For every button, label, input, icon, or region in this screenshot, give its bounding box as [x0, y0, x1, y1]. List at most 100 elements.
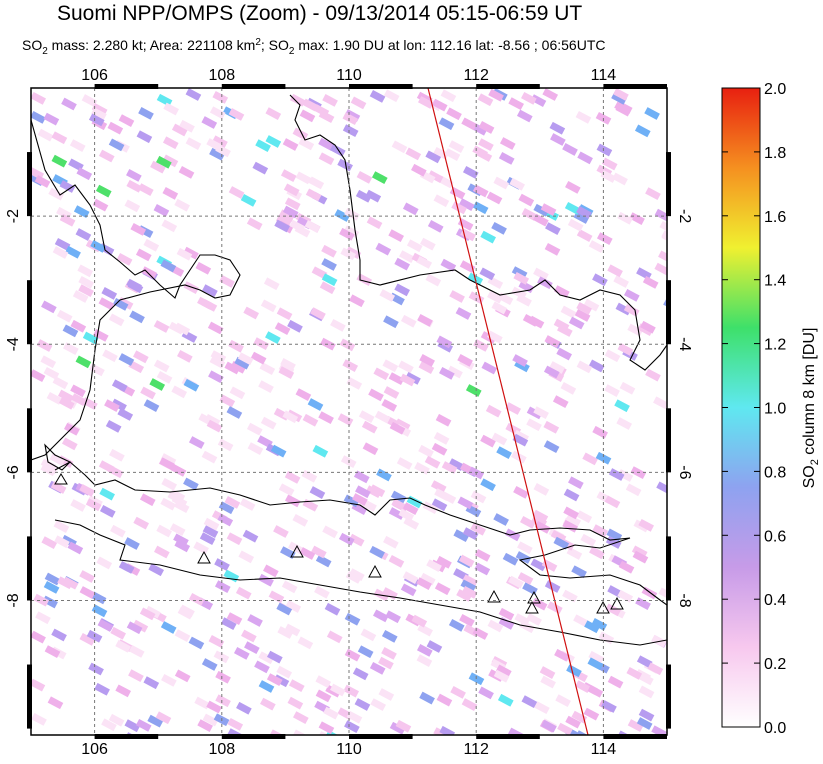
retrieval-pixel — [382, 359, 399, 373]
retrieval-pixel — [215, 694, 231, 708]
retrieval-pixel — [431, 498, 448, 512]
retrieval-pixel — [508, 727, 524, 735]
retrieval-pixel — [310, 307, 326, 320]
retrieval-pixel — [378, 656, 394, 670]
retrieval-pixel — [472, 201, 489, 215]
retrieval-pixel — [292, 513, 309, 527]
retrieval-pixel — [491, 432, 508, 446]
retrieval-pixel — [356, 170, 373, 184]
retrieval-pixel — [431, 442, 448, 456]
frame-bar — [221, 734, 286, 739]
retrieval-pixel — [132, 619, 149, 633]
retrieval-pixel — [141, 266, 157, 280]
retrieval-pixel — [381, 647, 397, 660]
retrieval-pixel — [161, 219, 178, 233]
retrieval-pixel — [206, 419, 223, 433]
retrieval-pixel — [340, 247, 357, 261]
retrieval-pixel — [52, 246, 69, 259]
retrieval-pixel — [107, 121, 124, 135]
retrieval-pixel — [44, 572, 61, 586]
retrieval-pixel — [156, 155, 172, 169]
y-tick-label: -8 — [5, 593, 22, 607]
retrieval-pixel — [480, 478, 496, 492]
retrieval-pixel — [61, 97, 77, 111]
retrieval-pixel — [627, 719, 644, 732]
retrieval-pixel — [108, 713, 125, 727]
retrieval-pixel — [614, 399, 630, 413]
retrieval-pixel — [638, 708, 655, 722]
retrieval-pixel — [438, 117, 455, 131]
retrieval-pixel — [201, 450, 218, 464]
retrieval-pixel — [636, 655, 653, 669]
retrieval-pixel — [56, 309, 73, 323]
retrieval-pixel — [478, 121, 495, 134]
retrieval-pixel — [81, 94, 98, 107]
retrieval-pixel — [533, 203, 550, 217]
retrieval-pixel — [88, 662, 104, 676]
retrieval-pixel — [555, 694, 571, 708]
retrieval-pixel — [345, 571, 362, 584]
retrieval-pixel — [470, 522, 487, 536]
retrieval-pixel — [472, 184, 489, 198]
retrieval-pixel — [227, 717, 244, 731]
retrieval-pixel — [70, 319, 87, 333]
retrieval-pixel — [153, 204, 170, 217]
retrieval-pixel — [235, 586, 252, 600]
retrieval-pixel — [433, 431, 450, 445]
retrieval-pixel — [417, 313, 433, 327]
retrieval-pixel — [128, 645, 145, 658]
retrieval-pixel — [285, 600, 302, 613]
retrieval-pixel — [267, 650, 283, 664]
retrieval-pixel — [587, 684, 604, 698]
subtitle-part: SO — [22, 37, 42, 53]
retrieval-pixel — [31, 91, 47, 105]
retrieval-pixel — [430, 480, 447, 493]
retrieval-pixel — [451, 201, 467, 215]
retrieval-pixel — [542, 88, 559, 101]
retrieval-pixel — [318, 137, 334, 151]
retrieval-pixel — [145, 605, 161, 619]
retrieval-pixel — [395, 719, 412, 733]
retrieval-pixel — [629, 212, 645, 225]
frame-bar — [94, 84, 159, 89]
retrieval-pixel — [378, 688, 395, 701]
retrieval-pixel — [532, 509, 549, 523]
retrieval-pixel — [95, 184, 112, 198]
retrieval-pixel — [208, 370, 224, 384]
retrieval-pixel — [453, 529, 470, 543]
retrieval-pixel — [173, 533, 189, 547]
retrieval-pixel — [549, 121, 566, 135]
retrieval-pixel — [213, 650, 230, 664]
retrieval-pixel — [115, 684, 131, 698]
retrieval-pixel — [51, 154, 68, 168]
retrieval-pixel — [201, 658, 218, 671]
retrieval-pixel — [41, 536, 58, 550]
retrieval-pixel — [350, 96, 367, 110]
retrieval-pixel — [325, 730, 342, 735]
retrieval-pixel — [217, 513, 234, 527]
retrieval-pixel — [352, 667, 369, 681]
retrieval-pixel — [425, 273, 442, 287]
y-tick-label: -4 — [5, 337, 22, 351]
retrieval-pixel — [583, 707, 600, 721]
retrieval-pixel — [207, 321, 224, 335]
retrieval-pixel — [560, 305, 577, 319]
retrieval-pixel — [282, 205, 299, 219]
retrieval-pixel — [139, 607, 156, 621]
retrieval-pixel — [90, 240, 106, 253]
frame-bar — [94, 734, 159, 739]
retrieval-pixel — [149, 378, 166, 391]
retrieval-pixel — [567, 218, 584, 232]
retrieval-pixel — [284, 197, 301, 211]
colorbar-label-part: 2 — [809, 459, 821, 465]
retrieval-pixel — [575, 680, 591, 693]
retrieval-pixel — [133, 516, 150, 530]
retrieval-pixel — [365, 189, 382, 203]
retrieval-pixel — [472, 627, 489, 640]
retrieval-pixel — [133, 350, 149, 364]
retrieval-pixel — [99, 504, 116, 518]
retrieval-pixel — [170, 463, 187, 477]
retrieval-pixel — [31, 678, 46, 692]
retrieval-pixel — [171, 385, 188, 399]
colorbar-tick-label: 1.8 — [764, 145, 786, 162]
